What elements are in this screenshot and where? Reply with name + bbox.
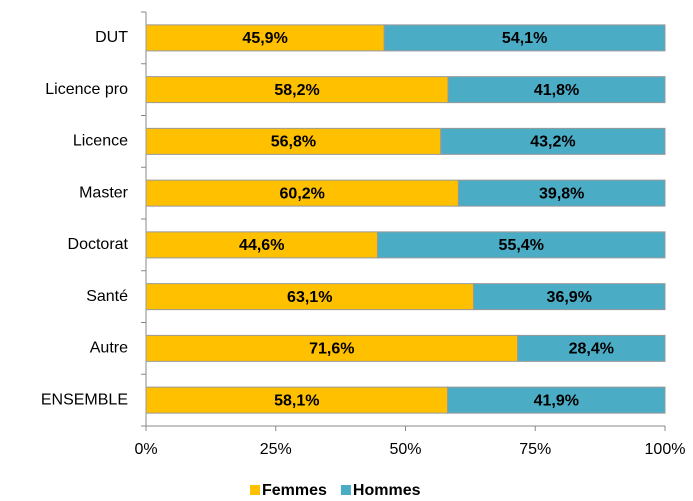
bar-segment	[383, 24, 666, 52]
y-tick-label: Licence pro	[45, 81, 128, 98]
data-label: 63,1%	[287, 289, 332, 306]
data-label: 44,6%	[239, 237, 284, 254]
x-tick-label: 0%	[134, 441, 157, 458]
data-label: 41,8%	[534, 82, 579, 99]
data-label: 41,9%	[534, 392, 579, 409]
bar-segment	[447, 76, 666, 104]
data-label: 55,4%	[499, 237, 544, 254]
data-label: 39,8%	[539, 185, 584, 202]
y-tick-label: Doctorat	[68, 236, 129, 253]
legend-swatch	[250, 485, 260, 495]
data-label: 71,6%	[309, 341, 354, 358]
x-tick-label: 50%	[389, 441, 421, 458]
legend-label: Hommes	[353, 482, 421, 499]
x-tick-label: 75%	[519, 441, 551, 458]
data-label: 60,2%	[280, 185, 325, 202]
data-label: 28,4%	[569, 341, 614, 358]
y-tick-label: ENSEMBLE	[41, 391, 128, 408]
bar-segment	[440, 127, 666, 155]
bar-segment	[472, 283, 666, 311]
bar-segment	[517, 334, 666, 362]
y-tick-label: Santé	[86, 288, 128, 305]
bar-segment	[145, 231, 378, 259]
bar-segment	[376, 231, 666, 259]
data-label: 43,2%	[530, 134, 575, 151]
bar-segment	[145, 334, 519, 362]
y-tick-label: DUT	[95, 29, 128, 46]
bar-segment	[145, 283, 474, 311]
data-label: 56,8%	[271, 134, 316, 151]
bar-segment	[145, 24, 385, 52]
legend-swatch	[340, 485, 351, 495]
y-tick-label: Autre	[90, 340, 128, 357]
bar-segment	[145, 76, 449, 104]
bar-segment	[447, 386, 666, 414]
bar-segment	[145, 386, 449, 414]
y-tick-label: Master	[79, 184, 129, 201]
data-label: 58,2%	[274, 82, 319, 99]
x-tick-label: 25%	[260, 441, 292, 458]
bar-segment	[145, 127, 442, 155]
x-tick-label: 100%	[645, 441, 686, 458]
data-label: 36,9%	[547, 289, 592, 306]
legend-label: Femmes	[262, 482, 327, 499]
data-label: 54,1%	[502, 30, 547, 47]
bar-segment	[145, 179, 459, 207]
data-label: 45,9%	[242, 30, 287, 47]
data-label: 58,1%	[274, 392, 319, 409]
bar-segment	[457, 179, 666, 207]
y-tick-label: Licence	[73, 133, 128, 150]
